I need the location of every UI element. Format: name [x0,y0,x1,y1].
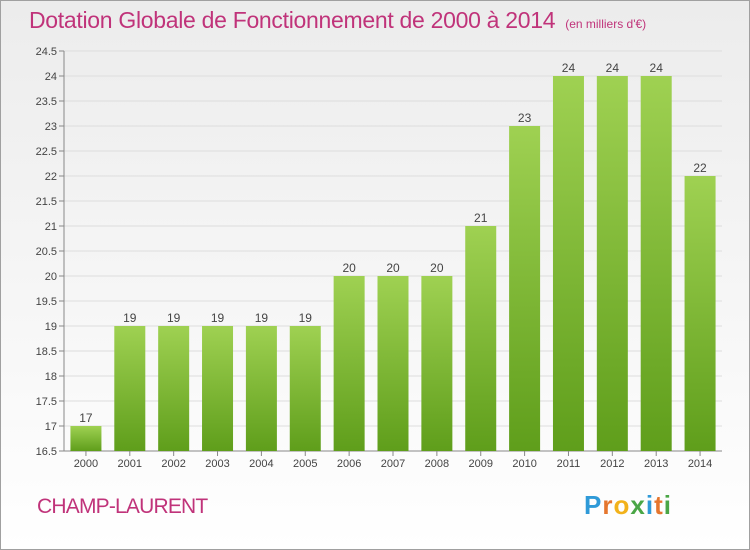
logo-letter: o [613,490,631,520]
x-tick-label: 2014 [688,458,712,470]
logo-letter: x [630,490,646,520]
data-label: 23 [518,111,532,125]
y-tick-label: 22.5 [36,146,57,158]
y-tick-label: 17.5 [36,396,57,408]
data-label: 20 [386,261,400,275]
bar [158,326,190,451]
bar [289,326,321,451]
data-label: 20 [342,261,356,275]
x-tick-label: 2009 [468,458,492,470]
y-tick-label: 19.5 [36,296,57,308]
y-tick-label: 21 [45,221,57,233]
y-tick-label: 20 [45,271,57,283]
data-label: 19 [211,311,225,325]
logo-letter: i [663,490,672,520]
x-tick-label: 2011 [557,458,581,470]
x-tick-label: 2010 [512,458,536,470]
y-tick-label: 24 [45,71,57,83]
x-tick-label: 2012 [600,458,624,470]
y-tick-label: 16.5 [36,446,57,458]
bars [70,76,716,451]
bar [245,326,277,451]
data-label: 21 [474,211,488,225]
bar [640,76,672,451]
y-tick-label: 18 [45,371,57,383]
bar [421,276,453,451]
data-label: 24 [562,61,576,75]
bar [465,226,497,451]
y-tick-label: 19 [45,321,57,333]
bar [333,276,365,451]
chart-title: Dotation Globale de Fonctionnement de 20… [29,7,646,34]
x-tick-label: 2000 [74,458,98,470]
x-tick-label: 2013 [644,458,668,470]
bar [552,76,584,451]
x-tick-label: 2006 [337,458,361,470]
commune-name: CHAMP-LAURENT [37,495,208,518]
logo-letter: i [645,490,655,520]
y-tick-label: 24.5 [36,46,57,58]
chart-title-text: Dotation Globale de Fonctionnement de 20… [29,7,556,33]
y-tick-label: 21.5 [36,196,57,208]
data-labels: 17 19 19 19 19 19 20 20 20 21 23 24 24 24 22 [79,61,707,425]
y-tick-label: 23.5 [36,96,57,108]
x-tick-label: 2001 [118,458,142,470]
bar [509,126,541,451]
x-tick-label: 2005 [293,458,317,470]
data-label: 19 [299,311,313,325]
proxiti-logo: Proxiti [584,490,672,521]
x-tick-label: 2004 [249,458,273,470]
y-tick-label: 20.5 [36,246,57,258]
x-tick-label: 2008 [425,458,449,470]
bar [684,176,716,451]
x-tick-label: 2007 [381,458,405,470]
y-tick-label: 22 [45,171,57,183]
data-label: 22 [693,161,707,175]
y-tick-label: 18.5 [36,346,57,358]
data-label: 19 [167,311,181,325]
x-tick-label: 2002 [161,458,185,470]
data-label: 19 [255,311,269,325]
chart-subtitle: (en milliers d'€) [565,17,647,31]
y-tick-label: 23 [45,121,57,133]
bar [202,326,234,451]
bar [114,326,146,451]
bar [377,276,409,451]
data-label: 24 [650,61,664,75]
logo-letter: r [602,490,614,520]
x-tick-label: 2003 [205,458,229,470]
logo-letter: P [584,490,603,520]
y-tick-label: 17 [45,421,57,433]
bar [596,76,628,451]
data-label: 19 [123,311,137,325]
logo-letter: t [654,490,664,520]
data-label: 17 [79,411,93,425]
data-label: 24 [606,61,620,75]
data-label: 20 [430,261,444,275]
bar [70,426,102,451]
